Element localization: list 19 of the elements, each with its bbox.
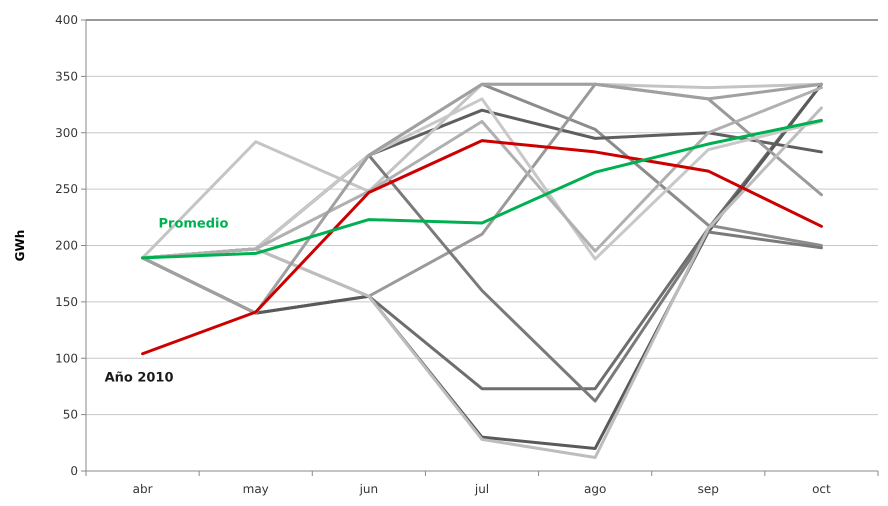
x-tick-label: jun: [358, 482, 378, 496]
y-tick-label: 150: [55, 294, 78, 309]
y-tick-label: 100: [55, 351, 78, 366]
y-tick-label: 300: [55, 126, 78, 140]
y-tick-label: 50: [62, 408, 78, 422]
y-tick-label: 0: [70, 464, 78, 478]
series-label: Promedio: [158, 216, 229, 232]
y-tick-label: 400: [55, 13, 78, 27]
x-tick-label: jul: [474, 482, 490, 496]
x-tick-label: ago: [584, 482, 606, 496]
y-tick-label: 350: [55, 69, 78, 84]
y-tick-label: 200: [55, 238, 78, 252]
x-tick-label: abr: [132, 482, 153, 496]
y-tick-label: 250: [55, 182, 78, 196]
series-label: Año 2010: [104, 370, 174, 386]
y-axis-title: GWh: [13, 230, 27, 262]
x-tick-label: may: [242, 482, 269, 496]
x-tick-label: oct: [812, 482, 832, 496]
x-tick-label: sep: [698, 482, 719, 496]
